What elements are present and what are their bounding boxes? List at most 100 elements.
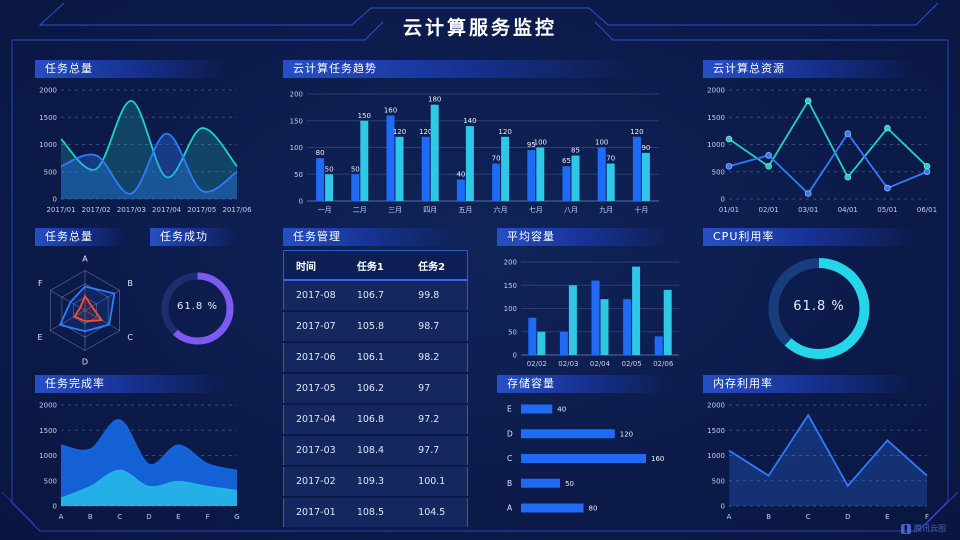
gauge-arc xyxy=(768,258,870,359)
bar-value-label: 120 xyxy=(498,128,511,136)
y-tick-label: 1000 xyxy=(39,452,57,460)
panel-title: 任务成功 xyxy=(150,228,245,246)
panel-total-resources: 云计算总资源 0 500 1000 1500 2000 01/01 02/01 03/01 04… xyxy=(703,60,937,215)
panel-task-manage: 任务管理 时间 任务1 任务2 2017-08 106.7 99.8 2017-07 105… xyxy=(283,228,468,529)
panel-memory: 内存利用率 0 500 1000 1500 2000 A B C D E F xyxy=(703,375,935,522)
table-cell: 2017-02 xyxy=(283,466,345,498)
table-cell: 2017-04 xyxy=(283,404,345,436)
radar-grid-ring xyxy=(50,270,120,351)
bar xyxy=(501,136,510,201)
hbar-category-label: B xyxy=(507,479,512,488)
x-tick-label: E xyxy=(885,513,889,521)
bar-value-label: 180 xyxy=(428,96,441,104)
table-cell: 2017-03 xyxy=(283,435,345,467)
memory-line-chart: 0 500 1000 1500 2000 A B C D E F xyxy=(707,402,929,522)
y-tick-label: 100 xyxy=(504,305,517,313)
bar xyxy=(521,503,584,513)
table-cell: 108.4 xyxy=(344,435,407,467)
brand-logo-icon xyxy=(901,523,911,534)
x-tick-label: 03/01 xyxy=(798,206,818,214)
panel-task-total-radar: 任务总量 A B C D E F xyxy=(35,228,135,367)
data-point xyxy=(725,162,733,170)
bar-value-label: 90 xyxy=(641,144,650,152)
bar xyxy=(600,299,609,355)
table-cell: 106.1 xyxy=(344,342,407,374)
x-tick-label: 一月 xyxy=(318,206,332,214)
x-tick-label: B xyxy=(766,513,771,521)
x-tick-label: F xyxy=(925,513,929,521)
x-tick-label: 05/01 xyxy=(877,206,897,214)
data-point xyxy=(765,152,772,159)
series-area xyxy=(61,470,237,506)
panel-title: 任务完成率 xyxy=(35,375,245,393)
data-point xyxy=(804,97,812,105)
bar-value-label: 95 xyxy=(527,141,536,149)
table-cell: 2017-01 xyxy=(283,497,345,529)
bar xyxy=(559,331,568,355)
task-total-radar-chart: A B C D E F xyxy=(38,255,134,367)
bar xyxy=(316,158,325,201)
table-row: 2017-01 108.5 104.5 xyxy=(283,497,468,529)
x-tick-label: 02/01 xyxy=(759,206,779,214)
data-point xyxy=(844,173,852,181)
series-line xyxy=(728,413,928,488)
series-line xyxy=(60,469,238,500)
gauge-value: 61.8 % xyxy=(793,299,845,314)
bar xyxy=(562,166,571,201)
gauge-arc xyxy=(161,272,234,345)
panel-title: CPU利用率 xyxy=(703,228,935,246)
panel-cpu: CPU利用率 61.8 % xyxy=(703,228,935,367)
table-row: 2017-05 106.2 97 xyxy=(283,373,468,405)
x-tick-label: 01/01 xyxy=(719,206,739,214)
radar-grid-ring xyxy=(73,296,97,325)
bar-value-label: 120 xyxy=(393,128,406,136)
bar xyxy=(527,150,536,201)
x-tick-label: 十月 xyxy=(634,205,648,214)
table-cell: 104.5 xyxy=(406,497,468,529)
bar-value-label: 120 xyxy=(630,128,643,136)
bar-value-label: 80 xyxy=(589,505,598,513)
table-cell: 99.8 xyxy=(406,280,468,312)
bar-value-label: 85 xyxy=(571,147,580,155)
y-tick-label: 1500 xyxy=(39,427,57,435)
bar-value-label: 40 xyxy=(456,171,465,179)
cpu-gauge xyxy=(768,258,870,359)
x-tick-label: C xyxy=(806,513,811,521)
radar-grid-ring xyxy=(61,283,109,338)
x-tick-label: 八月 xyxy=(564,206,578,214)
radar-axis-label: C xyxy=(127,333,133,342)
brand-watermark: 腾讯云图 xyxy=(901,523,946,534)
series-line xyxy=(728,99,928,179)
y-tick-label: 50 xyxy=(294,171,303,179)
bar xyxy=(492,163,501,201)
x-tick-label: C xyxy=(117,513,122,521)
y-tick-label: 500 xyxy=(712,168,725,176)
y-tick-label: 500 xyxy=(44,477,57,485)
x-tick-label: 五月 xyxy=(458,206,472,214)
radar-axis-label: D xyxy=(82,358,88,367)
bar-value-label: 50 xyxy=(565,480,574,488)
completion-area-chart: 0 500 1000 1500 2000 A B C D E F G xyxy=(39,402,240,522)
task-table: 时间 任务1 任务2 2017-08 106.7 99.8 2017-07 105.8 98.… xyxy=(283,250,468,529)
bar xyxy=(521,429,615,439)
x-tick-label: D xyxy=(845,513,850,521)
panel-completion: 任务完成率 0 500 1000 1500 2000 A B C D E F G xyxy=(35,375,245,522)
data-point xyxy=(765,162,772,170)
y-tick-label: 1000 xyxy=(707,452,725,460)
table-header-cell: 任务1 xyxy=(344,250,407,281)
y-tick-label: 0 xyxy=(299,198,303,206)
storage-hbar-chart: E 40 D 120 C 160 B 50 A 80 xyxy=(507,404,664,513)
bar xyxy=(632,266,641,355)
data-point xyxy=(884,184,891,192)
y-tick-label: 100 xyxy=(290,144,303,152)
bar xyxy=(521,454,646,463)
radar-axis-label: E xyxy=(38,333,43,342)
x-tick-label: F xyxy=(206,513,210,521)
y-tick-label: 2000 xyxy=(707,402,725,410)
y-tick-label: 0 xyxy=(721,503,725,511)
y-tick-label: 150 xyxy=(504,282,517,290)
bar-value-label: 120 xyxy=(419,128,432,136)
bar xyxy=(606,163,615,201)
x-tick-label: 02/02 xyxy=(527,360,547,368)
table-row: 2017-07 105.8 98.7 xyxy=(283,311,468,343)
